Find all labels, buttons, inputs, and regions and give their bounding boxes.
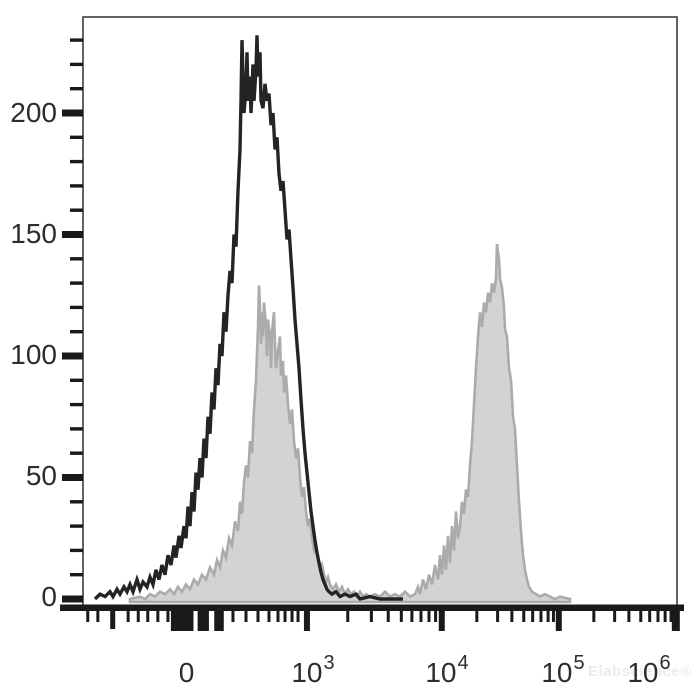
x-minor-tick [369, 611, 373, 622]
x-minor-tick [346, 611, 350, 622]
x-minor-tick [510, 611, 514, 622]
x-tick-base: 10 [425, 657, 457, 688]
x-axis-tick-label: 103 [291, 652, 334, 697]
x-minor-tick [283, 611, 287, 622]
y-axis-tick-label: 100 [10, 339, 57, 370]
x-major-tick [438, 611, 445, 631]
x-major-tick [555, 611, 562, 631]
x-minor-tick [267, 611, 271, 622]
x-minor-tick [592, 611, 596, 622]
x-minor-tick [126, 611, 130, 622]
x-minor-tick [496, 611, 500, 622]
x-minor-tick [427, 611, 431, 622]
y-minor-tick [70, 38, 83, 42]
y-axis-tick-label: 150 [10, 218, 57, 249]
x-minor-tick [410, 611, 414, 622]
y-major-tick [62, 474, 83, 481]
y-minor-tick [70, 184, 83, 188]
x-minor-tick [96, 611, 100, 622]
x-minor-tick [86, 611, 90, 622]
x-tick-exponent: 3 [323, 652, 335, 674]
x-minor-tick [475, 611, 479, 622]
y-minor-tick [70, 548, 83, 553]
y-minor-tick [70, 330, 83, 334]
x-tick-base: 10 [627, 657, 659, 688]
y-minor-tick [70, 62, 83, 67]
y-major-tick [62, 231, 83, 238]
y-minor-tick [70, 500, 83, 504]
x-tick-base: 10 [541, 657, 573, 688]
y-minor-tick [70, 208, 83, 212]
x-minor-tick [434, 611, 438, 622]
series-gray-filled-histogram [128, 244, 572, 604]
y-minor-tick [70, 305, 83, 310]
y-axis-tick-label: 0 [41, 581, 57, 612]
x-minor-tick [656, 611, 660, 622]
x-axis-line [60, 604, 684, 611]
x-minor-tick [244, 611, 248, 622]
y-minor-tick [70, 281, 83, 285]
x-tick-exponent: 6 [659, 652, 671, 674]
x-zero-tick-block [197, 611, 209, 631]
x-tick-base: 10 [291, 657, 323, 688]
x-minor-tick [522, 611, 526, 622]
x-minor-tick [539, 611, 543, 622]
y-minor-tick [70, 159, 83, 164]
x-tick-base: 0 [178, 657, 195, 688]
x-zero-tick-block [214, 611, 224, 631]
y-minor-tick [70, 135, 83, 139]
x-minor-tick [256, 611, 260, 622]
x-minor-tick [613, 611, 617, 622]
plot-border [82, 16, 678, 609]
y-major-tick [62, 595, 83, 603]
x-minor-tick [551, 611, 555, 622]
y-axis-tick-label: 50 [25, 460, 57, 491]
x-minor-tick [531, 611, 535, 622]
y-minor-tick [70, 378, 83, 382]
y-minor-tick [70, 524, 83, 528]
x-minor-tick [669, 611, 673, 622]
x-minor-tick [166, 611, 170, 622]
x-minor-tick [663, 611, 667, 622]
y-major-tick [62, 352, 83, 360]
x-minor-tick [231, 611, 235, 622]
x-minor-tick [156, 611, 160, 622]
y-minor-tick [70, 87, 83, 91]
x-minor-tick [419, 611, 423, 622]
x-axis-tick-label: 104 [425, 652, 468, 697]
y-minor-tick [70, 573, 83, 577]
x-minor-tick [648, 611, 652, 622]
x-axis-tick-label: 105 [541, 652, 584, 697]
x-minor-tick [639, 611, 643, 622]
x-minor-tick [296, 611, 300, 622]
y-minor-tick [70, 451, 83, 455]
x-minor-tick [386, 611, 390, 622]
y-minor-tick [70, 257, 83, 261]
x-minor-tick [546, 611, 550, 622]
x-major-tick [303, 611, 310, 631]
y-axis-tick-label: 200 [10, 97, 57, 128]
x-zero-tick-block [170, 611, 194, 631]
x-axis-tick-label: 0 [179, 652, 196, 697]
x-minor-tick [627, 611, 631, 622]
y-minor-tick [70, 427, 83, 431]
x-minor-tick [290, 611, 294, 622]
x-minor-tick [146, 611, 150, 622]
x-minor-tick [399, 611, 403, 622]
x-major-tick [671, 611, 680, 631]
y-major-tick [62, 109, 83, 117]
x-minor-tick [276, 611, 280, 622]
x-tick-exponent: 4 [457, 652, 469, 674]
elabscience-watermark: Elabscience® [588, 663, 692, 680]
x-axis-tick-label: 106 [627, 652, 670, 697]
y-minor-tick [70, 402, 83, 407]
x-minor-tick [136, 611, 140, 622]
x-major-tick-unlabeled [110, 611, 116, 629]
series-black-outline-histogram [93, 35, 403, 601]
x-tick-exponent: 5 [573, 652, 585, 674]
